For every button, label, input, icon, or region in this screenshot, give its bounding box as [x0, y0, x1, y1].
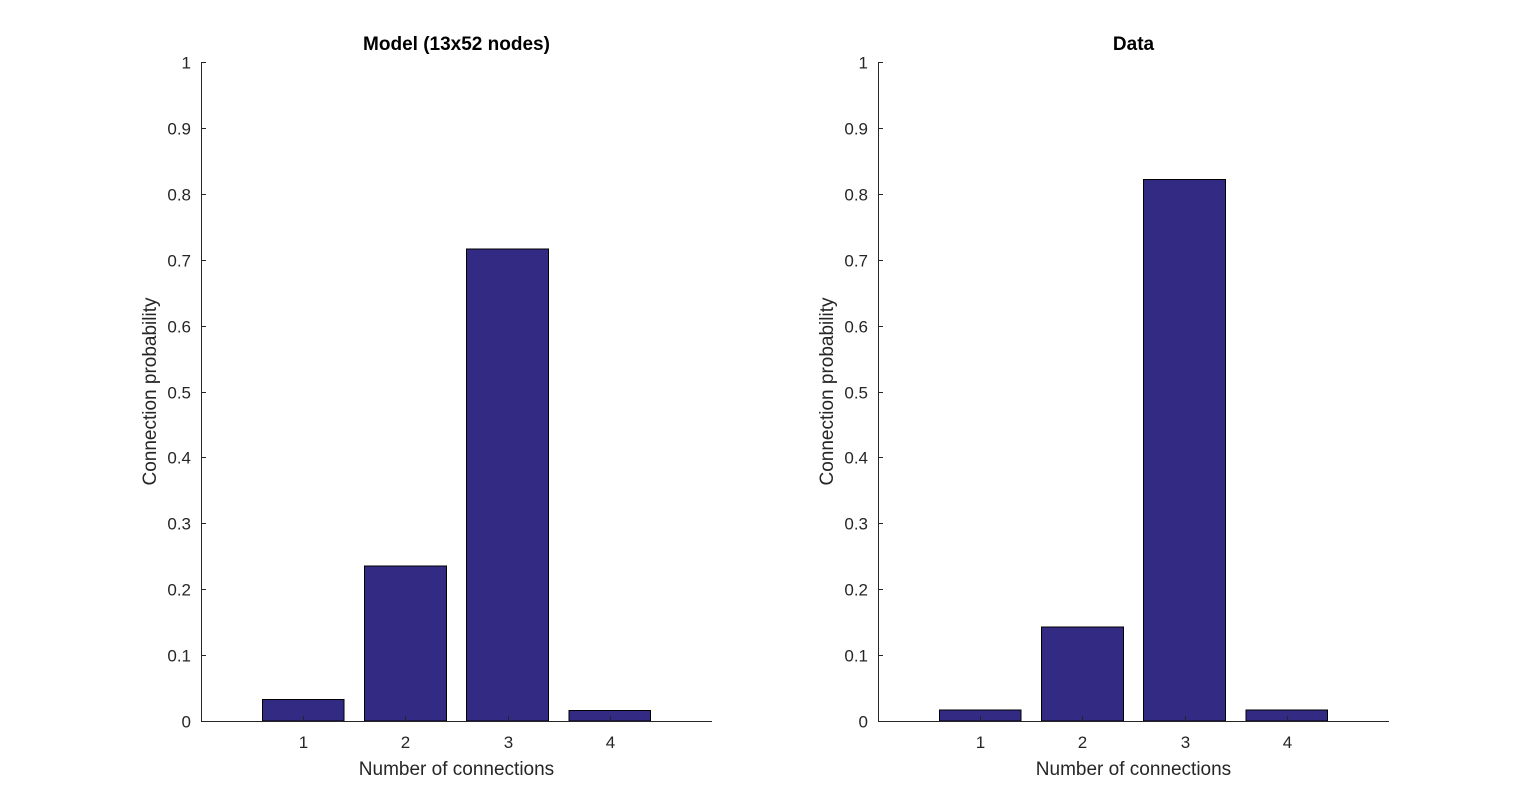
- bar-2: [364, 565, 447, 722]
- y-tick-label: 1: [859, 54, 868, 73]
- y-tick-label: 0.7: [844, 252, 868, 271]
- x-tick-label: 2: [401, 733, 410, 752]
- x-axis-label: Number of connections: [1036, 759, 1231, 780]
- chart-data: Data Number of connections Connection pr…: [817, 34, 1389, 780]
- y-tick-label: 0.6: [167, 318, 191, 337]
- y-tick-label: 0.9: [167, 120, 191, 139]
- y-tick-label: 0.4: [844, 449, 868, 468]
- y-tick-label: 0.1: [167, 647, 191, 666]
- y-tick-label: 0: [182, 713, 191, 732]
- bar-4: [568, 709, 652, 722]
- y-tick-label: 0.3: [844, 515, 868, 534]
- y-tick-label: 0.7: [167, 252, 191, 271]
- bar-2: [1041, 626, 1124, 722]
- y-tick-label: 0.6: [844, 318, 868, 337]
- chart-title: Model (13x52 nodes): [363, 34, 550, 55]
- y-axis-label: Connection probability: [817, 297, 838, 486]
- x-tick-label: 3: [504, 733, 513, 752]
- y-tick-label: 0.1: [844, 647, 868, 666]
- x-axis-label: Number of connections: [359, 759, 554, 780]
- y-tick-label: 0.2: [167, 581, 191, 600]
- y-tick-label: 0.2: [844, 581, 868, 600]
- x-tick-label: 4: [606, 733, 615, 752]
- y-tick-label: 0.8: [844, 186, 868, 205]
- x-tick-label: 1: [299, 733, 308, 752]
- y-tick-label: 1: [182, 54, 191, 73]
- y-tick-label: 0.8: [167, 186, 191, 205]
- y-tick-label: 0.5: [167, 384, 191, 403]
- y-tick-label: 0.5: [844, 384, 868, 403]
- x-tick-label: 2: [1078, 733, 1087, 752]
- bar-3: [466, 248, 549, 722]
- y-tick-label: 0.4: [167, 449, 191, 468]
- x-tick-label: 4: [1283, 733, 1292, 752]
- y-tick-label: 0.3: [167, 515, 191, 534]
- y-tick-label: 0: [859, 713, 868, 732]
- bar-4: [1245, 709, 1329, 722]
- chart-model: Model (13x52 nodes) Number of connection…: [140, 34, 712, 780]
- y-tick-label: 0.9: [844, 120, 868, 139]
- chart-title: Data: [1113, 34, 1155, 55]
- bar-3: [1143, 178, 1226, 722]
- x-tick-label: 1: [976, 733, 985, 752]
- y-axis-label: Connection probability: [140, 297, 161, 486]
- x-tick-label: 3: [1181, 733, 1190, 752]
